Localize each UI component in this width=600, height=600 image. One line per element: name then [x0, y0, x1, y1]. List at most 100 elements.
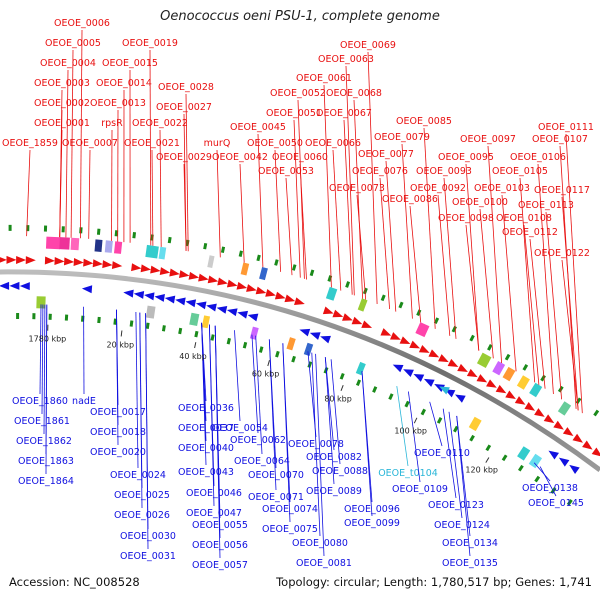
forward-gene-arrow: [63, 257, 75, 266]
gc-tick: [372, 386, 378, 393]
cog-category-block: [145, 244, 159, 259]
gc-tick: [345, 281, 351, 288]
reverse-gene-arrow: [81, 285, 93, 294]
gc-tick: [453, 425, 459, 433]
reverse-gene-label: OEOE_0123: [428, 500, 484, 511]
forward-gene-label: OEOE_0005: [45, 38, 101, 49]
forward-gene-arrow: [457, 363, 468, 373]
forward-gene-label: OEOE_0045: [230, 122, 286, 133]
reverse-gene-label: OEOE_0099: [344, 518, 400, 529]
forward-gene-label: OEOE_0103: [474, 183, 530, 194]
forward-gene-label: OEOE_0029: [156, 152, 212, 163]
gc-tick: [416, 309, 422, 317]
forward-gene-arrow: [188, 271, 200, 280]
reverse-gene-label: OEOE_0043: [178, 467, 234, 478]
cog-category-block: [468, 416, 482, 432]
gc-tick: [145, 322, 150, 329]
forward-gene-label: OEOE_0079: [374, 132, 430, 143]
forward-gene-arrow: [6, 255, 17, 264]
cog-category-block: [114, 241, 123, 254]
scale-label: 80 kbp: [324, 394, 352, 403]
forward-gene-arrow: [92, 259, 103, 268]
reverse-gene-label: OEOE_0124: [434, 520, 490, 531]
reverse-gene-arrow: [185, 299, 197, 308]
reverse-gene-leader: [429, 401, 443, 447]
reverse-gene-leader: [116, 309, 119, 446]
reverse-gene-leader: [396, 386, 409, 467]
gc-tick: [256, 254, 261, 262]
reverse-gene-leader: [268, 339, 277, 491]
forward-gene-leader: [487, 145, 502, 364]
reverse-gene-leader: [456, 415, 471, 557]
forward-gene-label: OEOE_0085: [396, 116, 452, 127]
forward-gene-label: OEOE_0112: [502, 227, 558, 238]
reverse-gene-leader: [209, 324, 215, 507]
scale-label: 20 kbp: [107, 340, 135, 349]
reverse-gene-leader: [39, 304, 42, 395]
reverse-gene-label: OEOE_0070: [248, 470, 304, 481]
gc-tick: [487, 344, 493, 351]
forward-gene-arrow: [495, 384, 507, 394]
gc-tick: [129, 320, 134, 327]
scale-label: 60 kbp: [252, 370, 280, 379]
forward-gene-arrow: [150, 265, 161, 274]
gc-tick: [61, 226, 65, 233]
gc-tick: [362, 287, 368, 295]
reverse-gene-arrow: [454, 394, 466, 403]
forward-gene-label: OEOE_0097: [460, 134, 516, 145]
forward-gene-arrow: [131, 263, 142, 272]
forward-gene-arrow: [438, 354, 449, 363]
reverse-gene-label: OEOE_0089: [306, 486, 362, 497]
forward-gene-arrow: [562, 427, 574, 437]
cog-category-block: [94, 239, 103, 252]
reverse-gene-arrow: [0, 281, 10, 290]
gc-tick: [540, 374, 546, 382]
forward-gene-leader: [561, 196, 579, 411]
forward-gene-leader: [159, 129, 162, 247]
forward-gene-label: OEOE_0013: [90, 98, 146, 109]
gc-tick: [194, 330, 199, 338]
forward-gene-label: OEOE_0006: [54, 18, 110, 29]
scale-label: 1780 kbp: [29, 335, 67, 344]
gc-tick: [114, 230, 119, 237]
reverse-gene-leader: [214, 325, 221, 559]
cog-category-block: [286, 337, 296, 351]
reverse-gene-label: OEOE_0080: [292, 538, 348, 549]
forward-gene-arrow: [409, 340, 421, 349]
forward-gene-leader: [409, 205, 422, 323]
reverse-gene-arrow: [299, 328, 311, 337]
forward-gene-arrow: [83, 258, 94, 267]
forward-gene-leader: [423, 127, 436, 329]
forward-gene-label: OEOE_0077: [358, 149, 414, 160]
forward-gene-label: OEOE_0063: [318, 54, 374, 65]
forward-gene-arrow: [591, 447, 600, 457]
reverse-gene-arrow: [123, 289, 134, 298]
forward-gene-label: OEOE_0100: [452, 197, 508, 208]
forward-gene-arrow: [16, 255, 27, 264]
scale-label: 120 kbp: [465, 466, 498, 475]
gc-tick: [32, 313, 36, 320]
scale-label: 100 kbp: [394, 426, 427, 435]
gc-tick: [226, 337, 231, 345]
forward-gene-label: OEOE_0095: [438, 152, 494, 163]
reverse-gene-arrow: [403, 369, 414, 378]
reverse-gene-arrow: [133, 290, 145, 299]
forward-gene-leader: [561, 259, 579, 411]
gc-tick: [388, 393, 394, 400]
forward-gene-arrow: [236, 281, 248, 290]
cog-category-block: [158, 246, 167, 260]
forward-gene-leader: [151, 149, 154, 246]
forward-gene-label: OEOE_0060: [272, 152, 328, 163]
forward-gene-arrow: [73, 257, 84, 266]
forward-gene-arrow: [428, 349, 440, 358]
gc-tick: [97, 316, 101, 324]
reverse-gene-leader: [442, 408, 457, 499]
forward-gene-label: OEOE_0028: [158, 82, 214, 93]
forward-gene-leader: [65, 69, 69, 238]
forward-gene-arrow: [0, 255, 7, 264]
forward-gene-arrow: [246, 284, 257, 292]
forward-gene-leader: [345, 65, 355, 296]
forward-gene-leader: [183, 163, 187, 251]
forward-gene-leader: [285, 177, 293, 276]
forward-gene-label: OEOE_0113: [518, 200, 574, 211]
